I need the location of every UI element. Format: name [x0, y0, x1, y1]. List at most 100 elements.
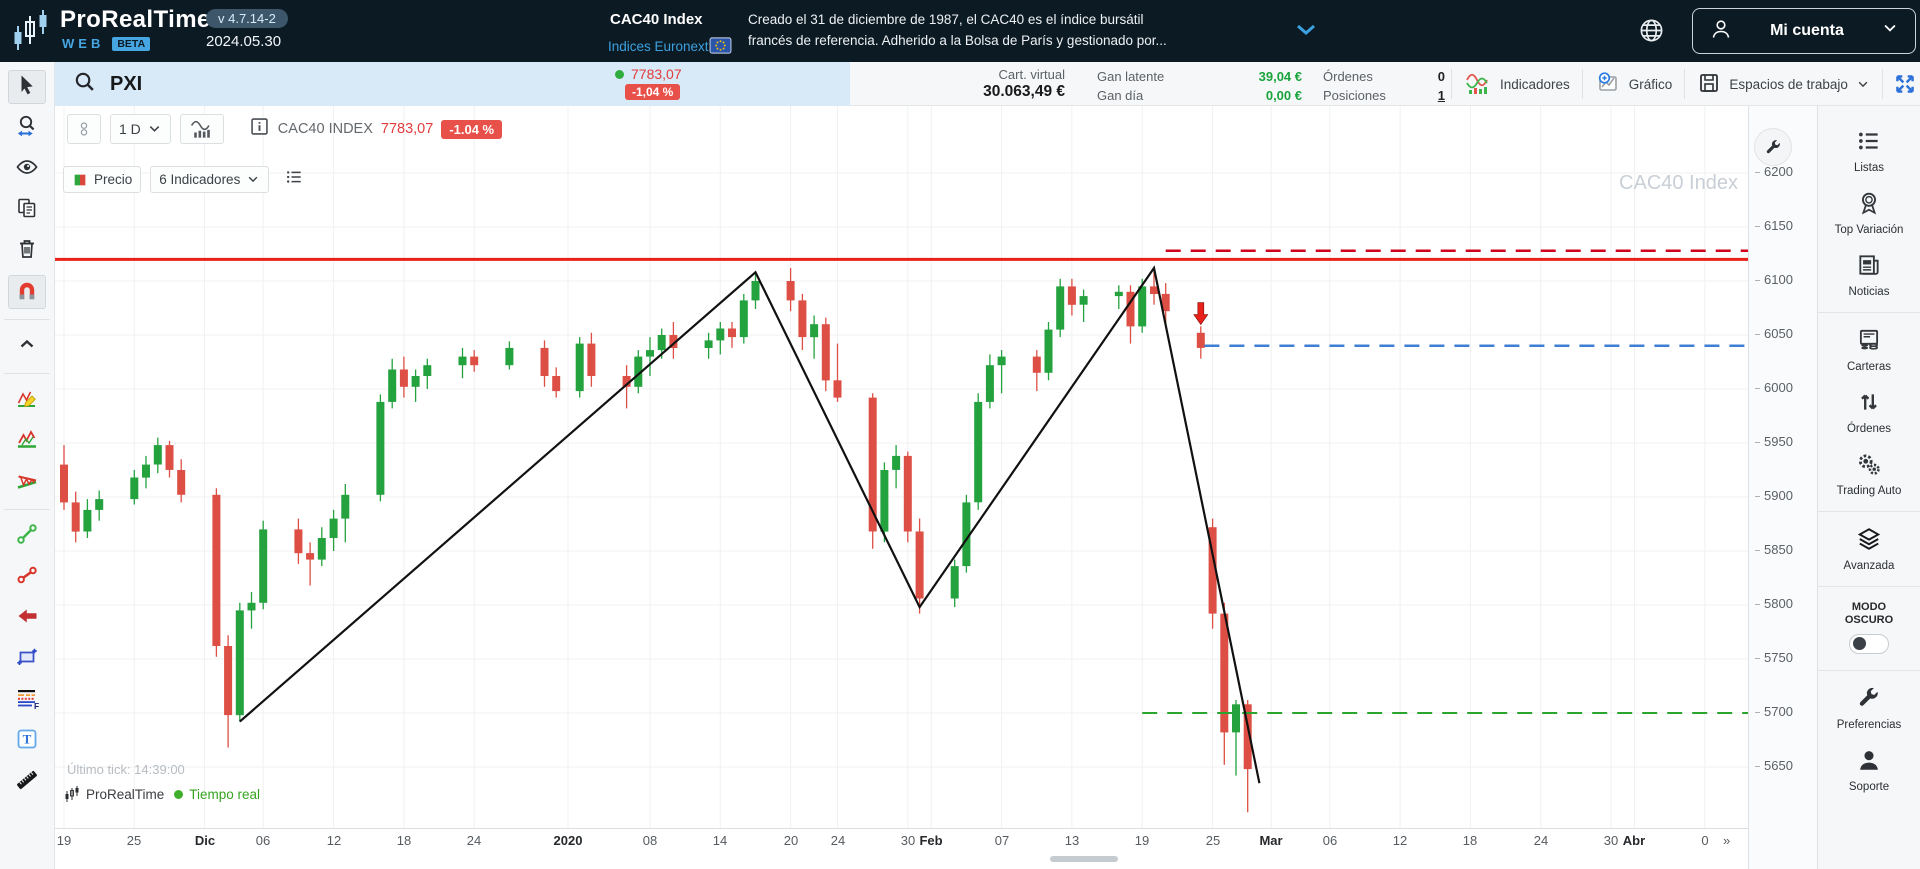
- fullscreen-icon[interactable]: [1883, 62, 1920, 106]
- indicators-dropdown[interactable]: 6 Indicadores: [150, 166, 270, 193]
- expand-description-chevron-icon[interactable]: [1293, 20, 1319, 45]
- collapse-tools[interactable]: [8, 329, 46, 363]
- portfolio-metric: Cart. virtual 30.063,49 €: [900, 67, 1065, 101]
- espacios-de-trabajo-button[interactable]: Espacios de trabajo: [1685, 62, 1882, 106]
- toolbar-separator: [1684, 69, 1686, 99]
- measure-tool[interactable]: [8, 765, 46, 799]
- gears-icon: [1856, 451, 1882, 482]
- sidebar-item-soporte[interactable]: Soporte: [1818, 739, 1920, 801]
- svg-text:T: T: [23, 731, 32, 746]
- search-icon: [73, 70, 96, 98]
- cursor-icon: [15, 73, 39, 102]
- eye-icon: [15, 155, 39, 184]
- right-sidebar: Listas Top Variación Noticias Carteras Órden…: [1817, 106, 1920, 869]
- market-link[interactable]: Indices Euronext: [608, 39, 709, 54]
- sidebar-divider: [1818, 511, 1920, 512]
- bearish-segment-tool[interactable]: [8, 560, 46, 594]
- freehand-drawing-tool[interactable]: [8, 383, 46, 417]
- time-axis-label: 30: [900, 833, 916, 848]
- chart-legend-row: Precio 6 Indicadores: [63, 166, 304, 193]
- sidebar-item-trading-auto[interactable]: Trading Auto: [1818, 443, 1920, 505]
- prorealtime-mini-logo-icon: [65, 786, 79, 802]
- sidebar-divider: [1818, 312, 1920, 313]
- time-axis-label: Feb: [919, 833, 943, 848]
- copy-tool[interactable]: [8, 193, 46, 227]
- layers-icon: [1856, 526, 1882, 557]
- delete-tool[interactable]: [8, 234, 46, 268]
- indicadores-button[interactable]: Indicadores: [1452, 62, 1582, 106]
- realtime-dot: [174, 790, 184, 799]
- account-button[interactable]: Mi cuenta: [1692, 8, 1916, 54]
- indicator-chart-button[interactable]: [179, 114, 224, 144]
- sidebar-item-avanzada[interactable]: Avanzada: [1818, 518, 1920, 580]
- horizontal-scrollbar[interactable]: [1050, 856, 1118, 862]
- chart-header-row: 1 D CAC40 INDEX 7783,07 -1.04 %: [67, 114, 503, 144]
- sidebar-item-preferencias[interactable]: Preferencias: [1818, 677, 1920, 739]
- language-globe-icon[interactable]: [1638, 17, 1665, 49]
- visibility-tool[interactable]: [8, 152, 46, 186]
- link-chart-button[interactable]: [67, 114, 101, 144]
- sidebar-item-carteras[interactable]: Carteras: [1818, 319, 1920, 381]
- time-axis-label: 30: [1603, 833, 1619, 848]
- time-axis-label: Abr: [1622, 833, 1646, 848]
- scroll-right-chevrons[interactable]: »: [1723, 833, 1731, 848]
- chart-area[interactable]: 1 D CAC40 INDEX 7783,07 -1.04 % Precio: [55, 106, 1748, 869]
- cursor-tool[interactable]: [8, 70, 46, 104]
- selection-rect-icon: [15, 645, 39, 674]
- chart-instrument-info: CAC40 INDEX 7783,07 -1.04 %: [249, 116, 503, 142]
- fibonacci-icon: F: [15, 686, 39, 715]
- info-icon[interactable]: [249, 116, 270, 142]
- candlestick-chart[interactable]: [55, 106, 1748, 833]
- time-axis-label: 20: [783, 833, 799, 848]
- time-axis-label: 18: [396, 833, 412, 848]
- time-axis-label: 12: [1392, 833, 1408, 848]
- time-axis-label: 06: [255, 833, 271, 848]
- beta-badge: BETA: [112, 36, 151, 51]
- dark-mode-block: MODO OSCURO: [1818, 593, 1920, 664]
- price-axis-label: 6050: [1755, 326, 1793, 341]
- zoom-tool[interactable]: [8, 111, 46, 145]
- sidebar-divider: [1818, 670, 1920, 671]
- time-axis-label: 25: [1205, 833, 1221, 848]
- ruler-icon: [15, 768, 39, 797]
- chevron-down-icon: [1881, 22, 1899, 41]
- metric-row: Órdenes 0: [1323, 69, 1445, 84]
- support-person-icon: [1856, 747, 1882, 778]
- sidebar-divider: [1818, 586, 1920, 587]
- dark-mode-label: MODO OSCURO: [1844, 601, 1894, 626]
- time-axis-label: 19: [56, 833, 72, 848]
- search-symbol-value[interactable]: PXI: [110, 72, 143, 95]
- sidebar-item--rdenes[interactable]: Órdenes: [1818, 381, 1920, 443]
- sidebar-item-listas[interactable]: Listas: [1818, 120, 1920, 182]
- magnet-tool[interactable]: [8, 275, 46, 309]
- gr-fico-button[interactable]: Gráfico: [1583, 62, 1685, 106]
- price-legend-chip[interactable]: Precio: [63, 166, 142, 193]
- chart-brand-line: ProRealTime Tiempo real: [65, 786, 260, 803]
- arrow-tool[interactable]: [8, 601, 46, 635]
- triangle-pattern-tool[interactable]: [8, 465, 46, 499]
- text-tool[interactable]: T: [8, 724, 46, 758]
- timeframe-dropdown[interactable]: 1 D: [110, 114, 171, 144]
- dark-mode-toggle[interactable]: [1849, 634, 1889, 654]
- instrument-title: CAC40 Index: [610, 11, 703, 28]
- zoom-horizontal-icon: [15, 114, 39, 143]
- legend-list-icon[interactable]: [284, 167, 304, 192]
- axis-settings-wrench-icon[interactable]: [1754, 128, 1792, 166]
- toolbar-separator: [1581, 69, 1583, 99]
- instrument-search[interactable]: PXI 7783,07 -1,04 %: [55, 62, 850, 106]
- price-axis[interactable]: 6200 6150 6100 6050 6000 5950 5900 5850 5800 5750…: [1748, 106, 1817, 869]
- fibonacci-tool[interactable]: F: [8, 683, 46, 717]
- copy-icon: [15, 196, 39, 225]
- sidebar-item-noticias[interactable]: Noticias: [1818, 244, 1920, 306]
- sidebar-item-top-variaci-n[interactable]: Top Variación: [1818, 182, 1920, 244]
- price-axis-label: 5700: [1755, 704, 1793, 719]
- zone-tool[interactable]: [8, 642, 46, 676]
- orders-metrics: Órdenes 0 Posiciones 1: [1323, 69, 1445, 107]
- zigzag-pattern-tool[interactable]: [8, 424, 46, 458]
- price-axis-label: 5950: [1755, 434, 1793, 449]
- magnet-icon: [15, 278, 39, 307]
- time-axis-label: 14: [712, 833, 728, 848]
- bullish-segment-tool[interactable]: [8, 519, 46, 553]
